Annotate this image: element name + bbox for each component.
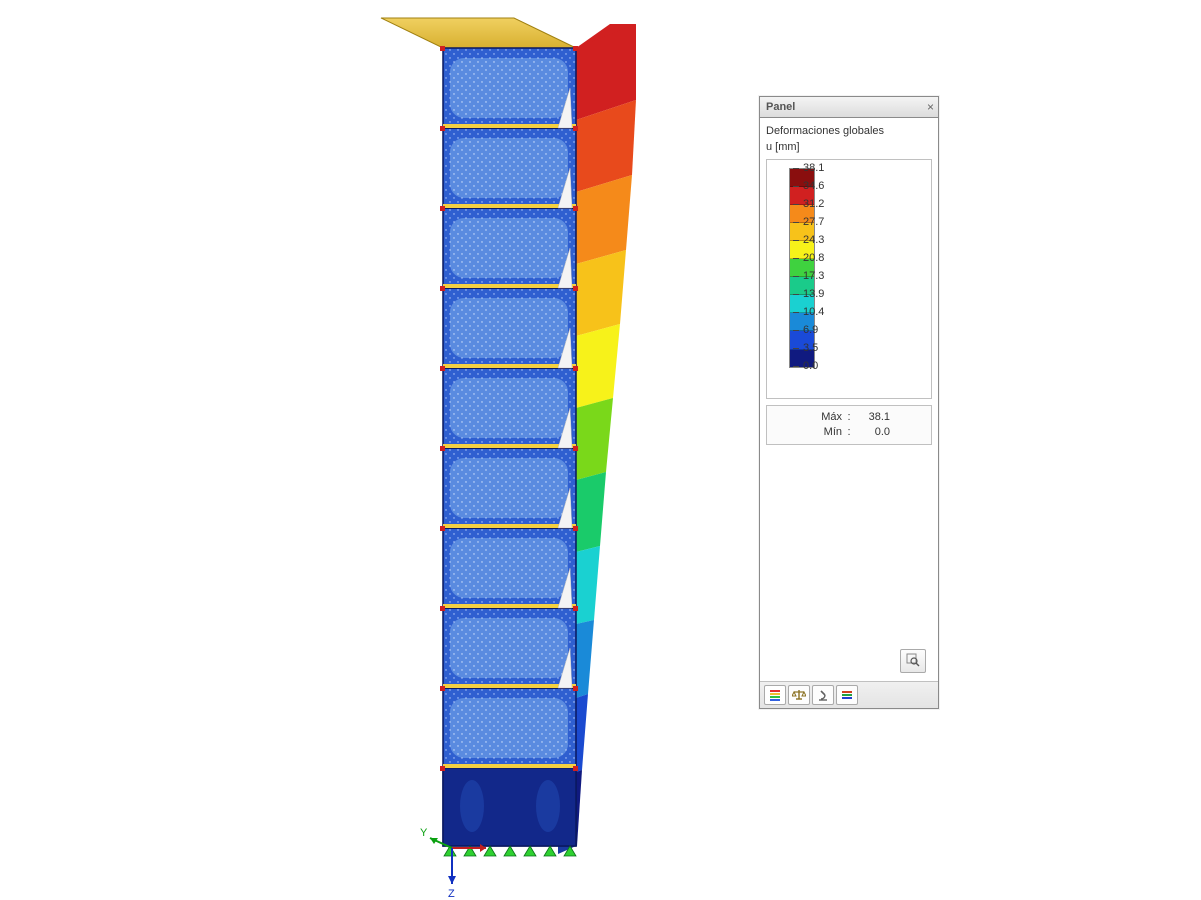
legend-tick	[793, 168, 799, 169]
panel-tabs	[760, 681, 938, 708]
stat-max: Máx : 38.1	[773, 410, 925, 425]
stat-min-label: Mín	[808, 425, 842, 440]
tab-lines[interactable]	[836, 685, 858, 705]
deformed-envelope	[576, 24, 636, 846]
axis-y-label: Y	[420, 827, 428, 839]
legend-tick	[793, 222, 799, 223]
legend-tick	[793, 276, 799, 277]
stat-max-value: 38.1	[856, 410, 890, 425]
panel-body: Deformaciones globales u [mm] 38.1 34.6 31…	[760, 118, 938, 681]
legend-tick-label: 31.2	[803, 198, 824, 210]
legend-tick-label: 3.5	[803, 342, 818, 354]
lines-icon	[840, 689, 854, 701]
panel-title: Panel	[766, 101, 795, 113]
legend-tick-label: 0.0	[803, 360, 818, 372]
close-icon[interactable]: ×	[927, 100, 934, 114]
microscope-icon	[816, 689, 830, 701]
legend-tick-label: 27.7	[803, 216, 824, 228]
results-panel[interactable]: Panel × Deformaciones globales u [mm] 38…	[759, 96, 939, 709]
color-legend: 38.1 34.6 31.2 27.7 24.3 20.8 17.3 13.9 10.4 6.9 3…	[766, 159, 932, 399]
stats-box: Máx : 38.1 Mín : 0.0	[766, 405, 932, 446]
legend-tick	[793, 312, 799, 313]
legend-tick	[793, 240, 799, 241]
panel-subtitle-1: Deformaciones globales	[766, 124, 932, 138]
legend-tick-label: 20.8	[803, 252, 824, 264]
balance-icon	[792, 689, 806, 701]
zoom-details-button[interactable]	[900, 649, 926, 673]
stat-min: Mín : 0.0	[773, 425, 925, 440]
magnify-icon	[906, 653, 920, 670]
model-viewport[interactable]: Y Z	[0, 0, 1201, 900]
legend-tick-label: 13.9	[803, 288, 824, 300]
legend-tick-label: 17.3	[803, 270, 824, 282]
panel-toolbar	[766, 645, 932, 677]
legend-tick-label: 24.3	[803, 234, 824, 246]
model-render: Y Z	[0, 0, 1201, 900]
legend-tick-label: 6.9	[803, 324, 818, 336]
legend-tick-label: 38.1	[803, 162, 824, 174]
panel-titlebar[interactable]: Panel ×	[760, 97, 938, 118]
tab-balance[interactable]	[788, 685, 810, 705]
panel-subtitle-2: u [mm]	[766, 140, 932, 154]
axis-z-label: Z	[448, 888, 455, 900]
colorscale-icon	[768, 689, 782, 701]
legend-tick	[793, 366, 799, 367]
legend-tick	[793, 186, 799, 187]
legend-tick	[793, 204, 799, 205]
legend-tick	[793, 294, 799, 295]
panel-filler	[766, 445, 932, 645]
legend-tick	[793, 330, 799, 331]
stat-min-value: 0.0	[856, 425, 890, 440]
legend-tick	[793, 258, 799, 259]
legend-tick	[793, 348, 799, 349]
tab-colorscale[interactable]	[764, 685, 786, 705]
tab-microscope[interactable]	[812, 685, 834, 705]
stat-max-label: Máx	[808, 410, 842, 425]
legend-tick-label: 10.4	[803, 306, 824, 318]
legend-tick-label: 34.6	[803, 180, 824, 192]
